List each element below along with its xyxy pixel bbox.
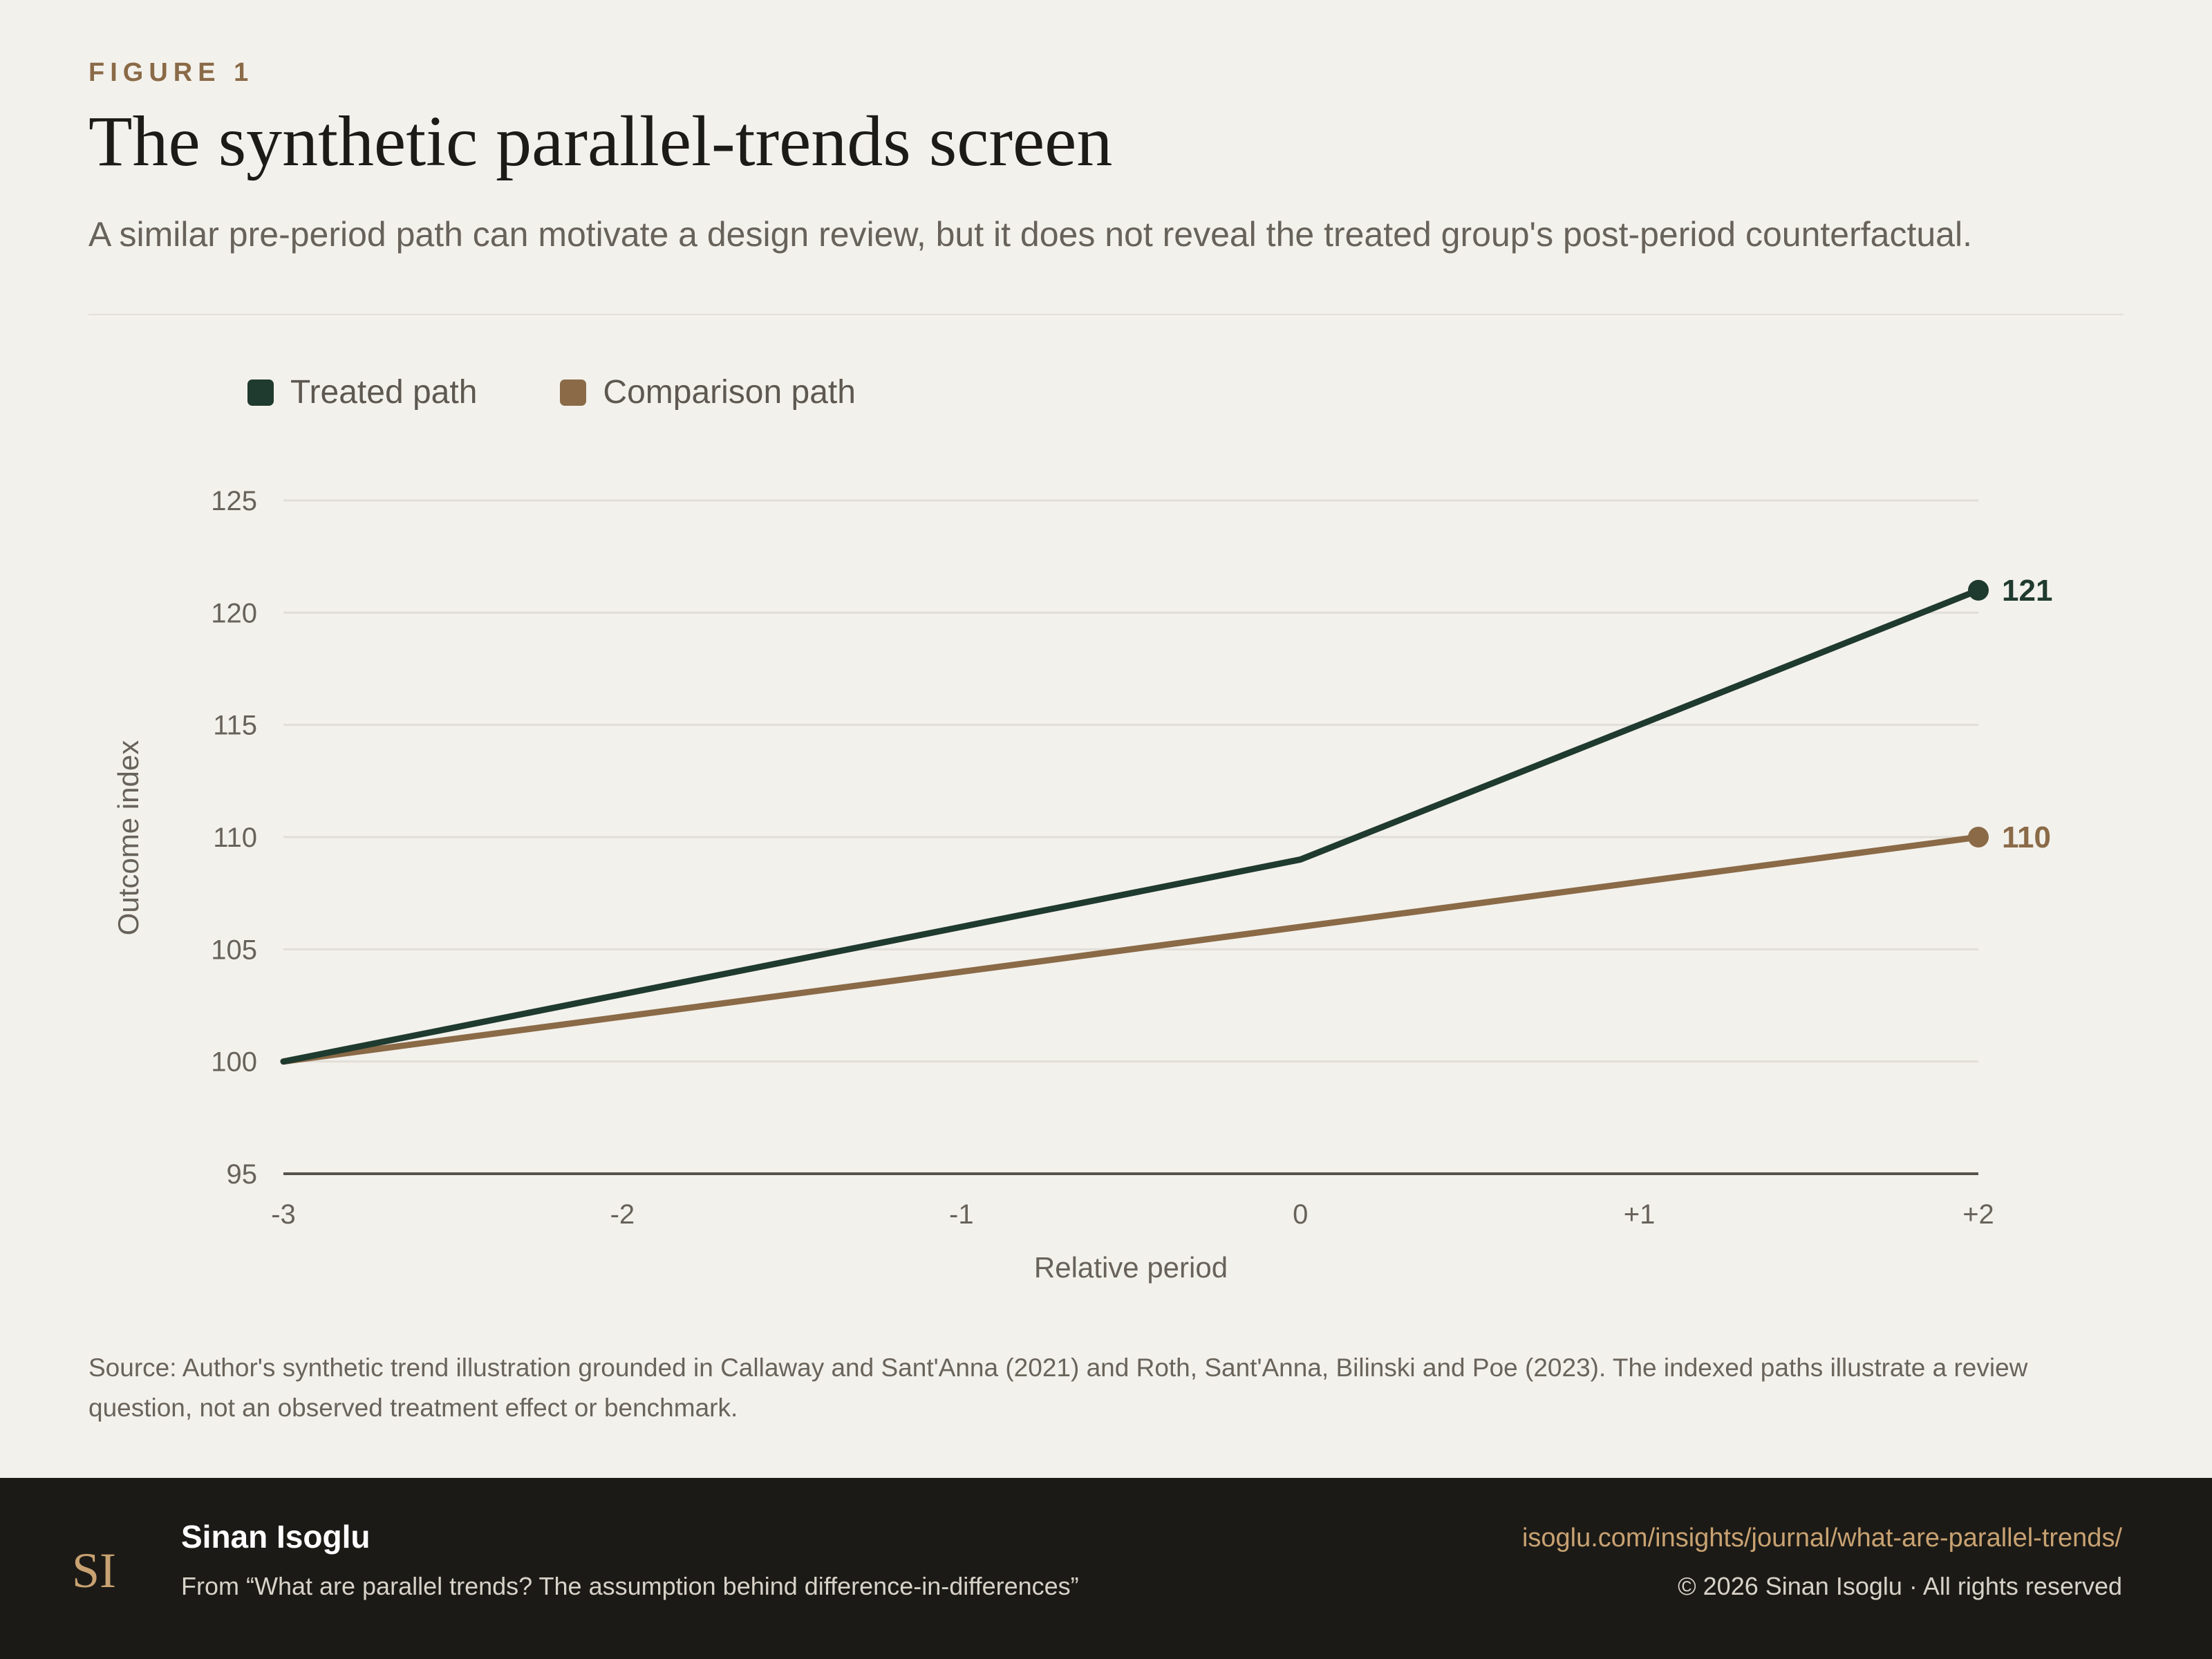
x-tick-label: 0 [1293,1199,1308,1230]
figure-eyebrow: FIGURE 1 [88,58,254,87]
footer: SI Sinan Isoglu From “What are parallel … [0,1478,2212,1659]
chart-legend: Treated path Comparison path [247,373,856,411]
copyright: © 2026 Sinan Isoglu · All rights reserve… [1678,1572,2122,1600]
series-line-comparison [280,834,1982,1065]
legend-item-treated: Treated path [247,373,477,411]
y-tick-label: 110 [213,823,257,853]
source-note: Source: Author's synthetic trend illustr… [88,1353,2028,1422]
y-tick-label: 100 [211,1047,257,1078]
x-axis-title: Relative period [1034,1251,1228,1284]
y-tick-label: 120 [211,598,257,628]
logo-text: SI [72,1543,116,1598]
y-axis-title: Outcome index [112,740,144,935]
legend-item-comparison: Comparison path [560,373,856,411]
y-tick-label: 115 [213,711,257,741]
divider [88,314,2124,315]
x-tick-label: -2 [610,1199,635,1230]
x-tick-label: +2 [1962,1199,1994,1230]
x-tick-label: +1 [1624,1199,1656,1230]
end-point-treated [1968,579,1989,601]
x-tick-label: -3 [271,1199,296,1230]
page-subtitle: A similar pre-period path can motivate a… [88,215,1972,254]
end-label-comparison: 110 [2002,821,2051,854]
monogram-logo-icon: SI [72,1543,116,1598]
y-tick-label: 125 [211,486,257,516]
page-title: The synthetic parallel-trends screen [88,102,1113,181]
author-name: Sinan Isoglu [181,1519,371,1555]
legend-label-treated: Treated path [290,374,478,411]
end-point-comparison [1968,827,1989,847]
legend-label-comparison: Comparison path [603,374,856,411]
y-tick-label: 95 [227,1159,258,1190]
end-label-treated: 121 [2002,574,2052,608]
x-tick-label: -1 [949,1199,974,1230]
line-chart: 95 100 105 110 115 120 125 -3 -2 -1 0 +1 +2 Relative … [112,486,2052,1284]
article-url[interactable]: isoglu.com/insights/journal/what-are-par… [1521,1524,2122,1553]
series-line-treated [280,587,1982,1065]
legend-swatch-treated [247,379,274,406]
legend-swatch-comparison [560,379,587,406]
article-title: From “What are parallel trends? The assu… [181,1572,1079,1600]
y-tick-label: 105 [211,935,257,965]
